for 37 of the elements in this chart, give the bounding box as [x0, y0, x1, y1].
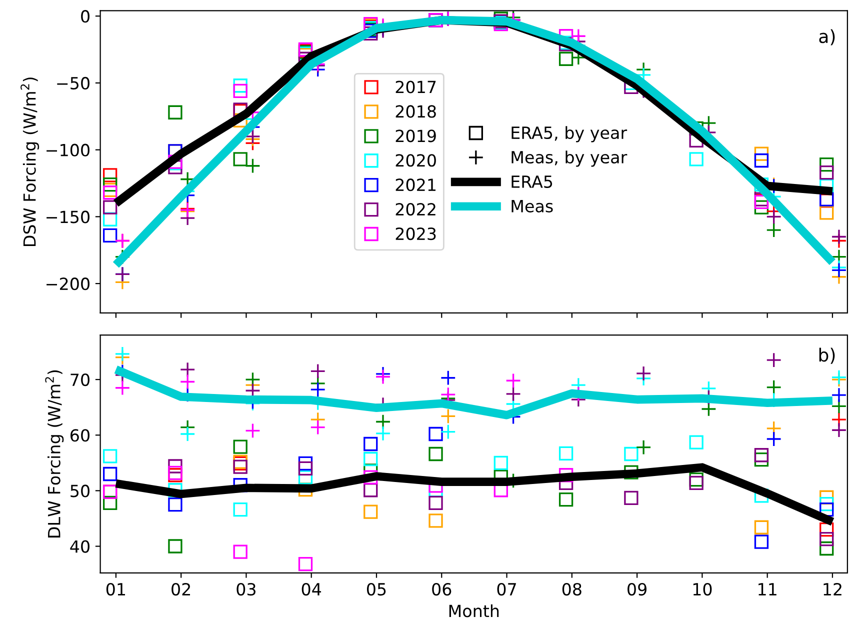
x-tick-label: 01 [106, 582, 125, 596]
legend-label: 2018 [396, 105, 436, 118]
legend-label: Meas [512, 200, 553, 212]
legend-label: 2023 [396, 227, 436, 240]
x-tick-label: 10 [693, 582, 712, 596]
x-axis-title: Month [449, 604, 499, 618]
x-tick-label: 03 [236, 582, 256, 596]
y-tick-label: 40 [70, 540, 90, 553]
x-tick-label: 05 [366, 582, 386, 596]
y-tick-label: 50 [70, 484, 90, 498]
x-tick-label: 07 [497, 582, 516, 596]
y-tick-label: 60 [70, 429, 90, 442]
legend-label: 2017 [396, 80, 436, 94]
y-axis-title: DLW Forcing (W/m$^{2}$) [45, 370, 64, 538]
y-tick-label: 0 [81, 10, 90, 23]
x-tick-label: 04 [302, 582, 322, 596]
x-tick-label: 08 [562, 582, 582, 596]
legend-label: 2022 [396, 203, 436, 216]
annotation: b) [819, 348, 835, 364]
annotation: a) [819, 29, 835, 46]
legend-label: ERA5 [512, 176, 552, 188]
legend-label: 2021 [396, 178, 436, 192]
legend-label: 2020 [396, 154, 436, 167]
x-tick-label: 09 [628, 582, 646, 596]
x-tick-label: 12 [824, 582, 842, 596]
legend-label: Meas, by year [512, 150, 628, 167]
x-tick-label: 11 [758, 583, 776, 596]
y-tick-label: 70 [70, 373, 90, 386]
y-tick-label: −50 [57, 76, 90, 90]
x-tick-label: 02 [172, 582, 190, 596]
y-tick-label: −200 [46, 278, 90, 290]
legend-label: ERA5, by year [512, 126, 628, 142]
x-tick-label: 06 [432, 582, 452, 596]
y-tick-label: −100 [46, 144, 90, 156]
legend-label: 2019 [396, 130, 436, 142]
y-tick-label: −150 [46, 210, 90, 224]
y-axis-title: DSW Forcing (W/m$^{2}$) [20, 78, 40, 246]
